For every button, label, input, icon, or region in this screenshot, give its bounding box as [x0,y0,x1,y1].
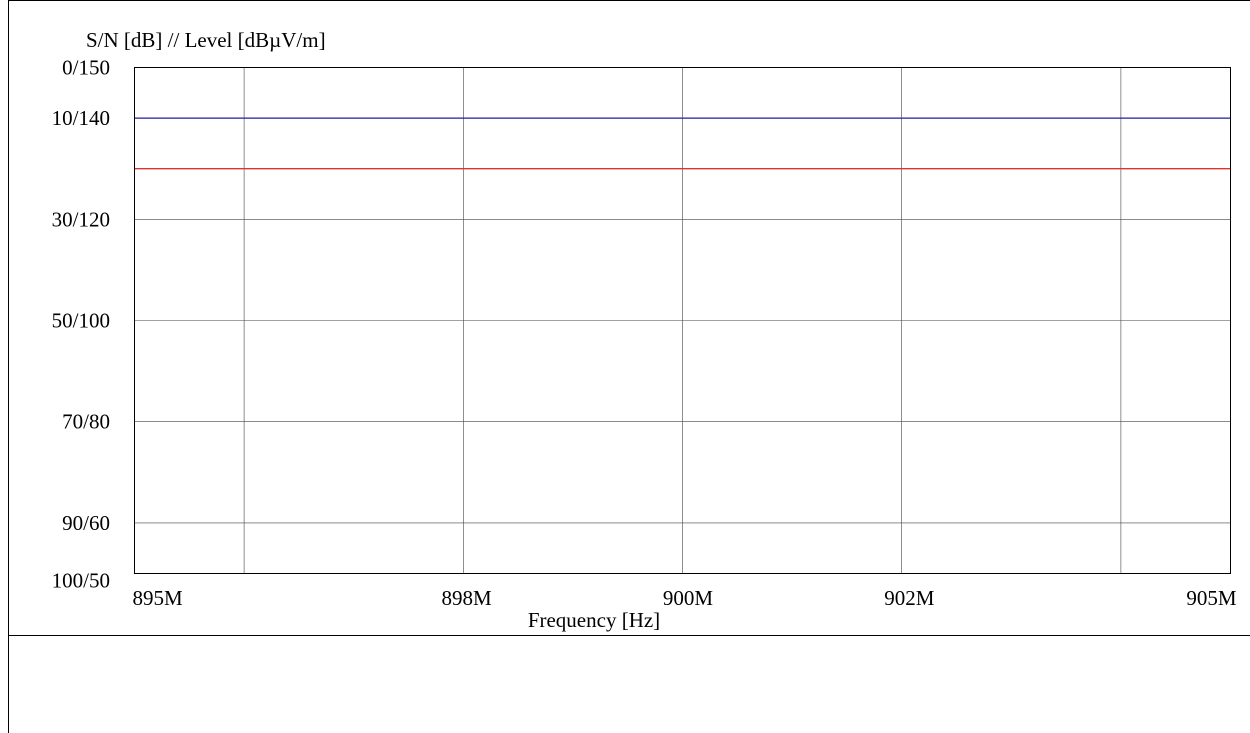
x-tick-label-3: 902M [884,586,935,610]
x-axis-label: Frequency [Hz] [528,608,660,632]
y-tick-label-1: 10/140 [52,106,110,130]
plot-area [134,67,1231,574]
y-tick-label-0: 0/150 [62,56,110,80]
x-tick-label-0: 895M [133,586,184,610]
window-top-border [8,0,1250,1]
y-tick-label-3: 50/100 [52,309,110,333]
panel-divider [8,635,1250,636]
y-tick-label-2: 30/120 [52,207,110,231]
x-tick-labels: 895M 898M 900M 902M 905M [133,586,1237,610]
y-tick-label-6: 100/50 [52,569,110,593]
y-tick-label-5: 90/60 [62,511,110,535]
lower-panel [9,636,1250,733]
x-tick-label-2: 900M [663,586,714,610]
y-tick-label-4: 70/80 [62,410,110,434]
x-tick-label-1: 898M [441,586,492,610]
window-left-border [8,0,9,733]
y-tick-labels: 0/150 10/140 30/120 50/100 70/80 90/60 100/50 [52,56,110,593]
chart-title: S/N [dB] // Level [dBµV/m] [86,28,326,52]
series-layer [134,117,1231,170]
grid-layer [134,67,1231,574]
x-tick-label-4: 905M [1186,586,1237,610]
